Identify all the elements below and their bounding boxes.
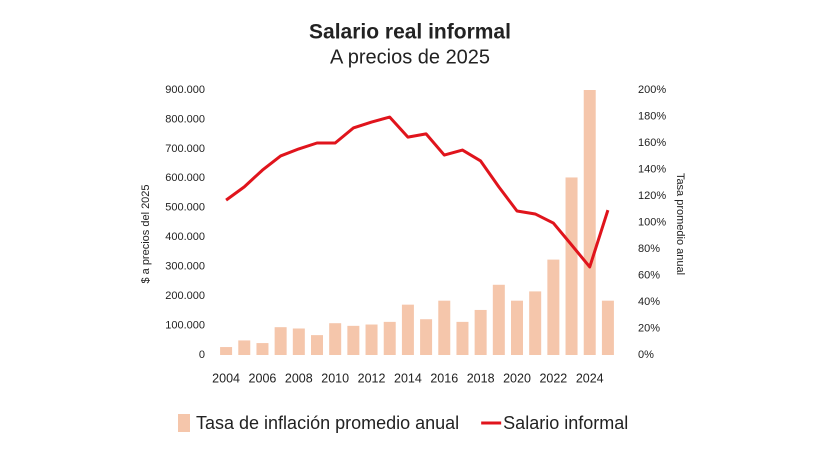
x-tick-label: 2008 [285, 371, 313, 385]
line [225, 115, 610, 269]
bar [401, 304, 414, 355]
y-tick-label: 800.000 [165, 113, 205, 125]
bar [365, 324, 378, 355]
chart-subtitle: A precios de 2025 [330, 46, 490, 68]
legend-label: Tasa de inflación promedio anual [196, 413, 459, 433]
bar [474, 309, 487, 355]
y-tick-label: 0 [199, 349, 205, 361]
y-tick-label: 400.000 [165, 231, 205, 243]
bar [456, 321, 469, 355]
x-tick-label: 2018 [467, 371, 495, 385]
y2-tick-label: 0% [638, 349, 654, 361]
y2-tick-label: 180% [638, 110, 666, 122]
bar [256, 343, 269, 355]
bar [311, 335, 323, 355]
y-tick-label: 300.000 [165, 261, 205, 273]
chart-title: Salario real informal [309, 21, 511, 44]
x-tick-label: 2024 [576, 371, 604, 385]
y-axis-title: $ a precios del 2025 [140, 184, 152, 283]
x-tick-label: 2010 [321, 371, 349, 385]
bar [601, 300, 614, 355]
legend-swatch [178, 414, 190, 432]
bar [383, 321, 396, 355]
y-tick-label: 100.000 [165, 319, 205, 331]
x-tick-label: 2004 [212, 371, 240, 385]
bar [329, 323, 342, 355]
y2-tick-label: 120% [638, 190, 666, 202]
bar [347, 325, 360, 355]
bar [292, 328, 305, 355]
y2-tick-label: 80% [638, 243, 660, 255]
bar [565, 177, 578, 355]
y2-tick-label: 200% [638, 84, 666, 96]
y-tick-label: 900.000 [165, 84, 205, 96]
y2-tick-label: 40% [638, 296, 660, 308]
bar [420, 319, 433, 355]
legend-label: Salario informal [503, 413, 628, 433]
x-tick-label: 2006 [249, 371, 277, 385]
x-tick-label: 2014 [394, 371, 422, 385]
y-tick-label: 700.000 [165, 143, 205, 155]
bar [492, 284, 505, 355]
bar [529, 291, 542, 355]
bar [583, 90, 596, 355]
x-tick-label: 2022 [539, 371, 567, 385]
y2-tick-label: 60% [638, 269, 660, 281]
y-tick-label: 500.000 [165, 202, 205, 214]
bar [238, 340, 251, 355]
bar [547, 259, 560, 355]
y2-tick-label: 100% [638, 216, 666, 228]
y2-tick-label: 20% [638, 322, 660, 334]
y-tick-label: 200.000 [165, 290, 205, 302]
bar [511, 300, 523, 355]
y-tick-label: 600.000 [165, 172, 205, 184]
y2-tick-label: 160% [638, 137, 666, 149]
y2-axis-title: Tasa promedio anual [674, 173, 686, 275]
bar [220, 347, 233, 355]
y2-tick-label: 140% [638, 163, 666, 175]
bar [274, 327, 287, 355]
x-tick-label: 2020 [503, 371, 531, 385]
bar [438, 300, 451, 355]
x-tick-label: 2016 [430, 371, 458, 385]
x-tick-label: 2012 [358, 371, 386, 385]
